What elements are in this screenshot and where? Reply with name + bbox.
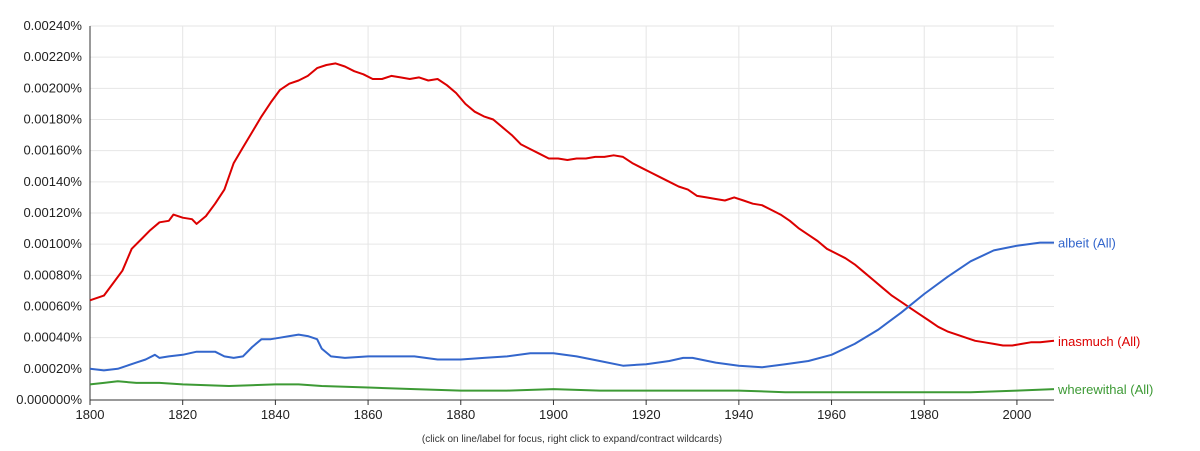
x-tick-label: 1960	[817, 407, 846, 422]
series-line-wherewithal[interactable]	[89, 380, 1055, 394]
y-tick-label: 0.00120%	[23, 205, 82, 220]
y-tick-label: 0.00020%	[23, 361, 82, 376]
y-tick-label: 0.00140%	[23, 174, 82, 189]
y-tick-label: 0.00200%	[23, 80, 82, 95]
y-tick-label: 0.000000%	[16, 392, 82, 407]
x-tick-label: 1840	[261, 407, 290, 422]
series-line-inasmuch[interactable]	[89, 62, 1055, 347]
x-tick-label: 2000	[1002, 407, 1031, 422]
series-labels: inasmuch (All) albeit (All) wherewithal (A…	[1057, 236, 1153, 397]
x-tick-label: 1900	[539, 407, 568, 422]
series-label-inasmuch[interactable]: inasmuch (All)	[1058, 334, 1140, 349]
y-tick-label: 0.00060%	[23, 299, 82, 314]
grid	[89, 25, 1054, 401]
x-tick-label: 1920	[632, 407, 661, 422]
x-tick-label: 1800	[76, 407, 105, 422]
y-tick-label: 0.00180%	[23, 112, 82, 127]
y-tick-label: 0.00220%	[23, 49, 82, 64]
axes: 0.000000% 0.00020% 0.00040% 0.00060% 0.00080…	[16, 18, 1054, 422]
y-tick-label: 0.00240%	[23, 18, 82, 33]
y-tick-label: 0.00040%	[23, 330, 82, 345]
series-group	[89, 62, 1055, 394]
x-tick-label: 1880	[446, 407, 475, 422]
series-label-albeit[interactable]: albeit (All)	[1058, 236, 1116, 251]
series-line-albeit[interactable]	[89, 241, 1054, 372]
y-tick-label: 0.00080%	[23, 267, 82, 282]
x-tick-label: 1860	[354, 407, 383, 422]
footer-hint: (click on line/label for focus, right cl…	[422, 434, 722, 445]
x-tick-label: 1980	[910, 407, 939, 422]
y-tick-label: 0.00160%	[23, 143, 82, 158]
y-tick-label: 0.00100%	[23, 236, 82, 251]
x-tick-label: 1820	[168, 407, 197, 422]
x-tick-label: 1940	[724, 407, 753, 422]
series-label-wherewithal[interactable]: wherewithal (All)	[1057, 382, 1153, 397]
